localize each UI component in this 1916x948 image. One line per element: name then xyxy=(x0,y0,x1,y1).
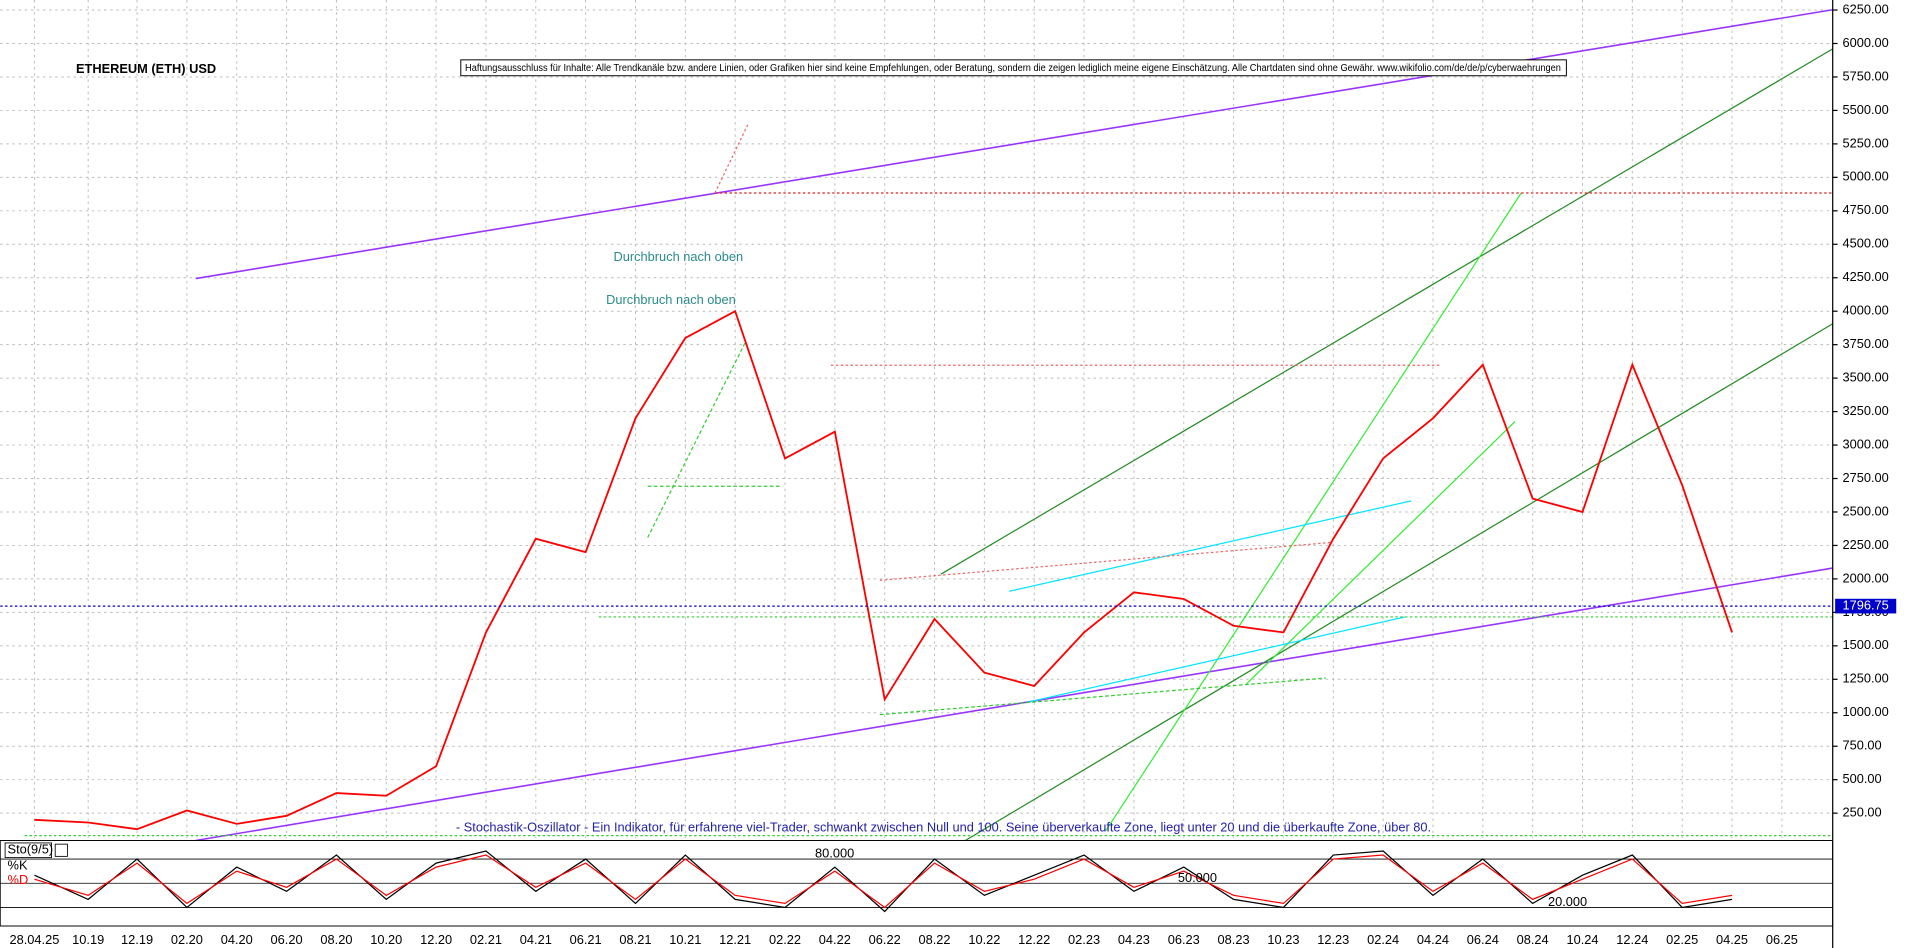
trend-line xyxy=(1245,421,1516,685)
x-tick-label: 04.23 xyxy=(1118,932,1150,947)
y-tick-label: 4250.00 xyxy=(1842,269,1888,284)
panel-title: Sto(9/5) xyxy=(8,842,54,857)
y-tick-label: 2500.00 xyxy=(1842,503,1888,518)
stochastic-panel: 50.0025.0080.00050.00020.000Sto(9/5)%K%D… xyxy=(0,840,1897,927)
y-tick-label: 3000.00 xyxy=(1842,436,1888,451)
x-tick-label: 02.24 xyxy=(1367,932,1399,947)
price-marks xyxy=(0,309,1833,831)
y-tick-label: 4750.00 xyxy=(1842,202,1888,217)
x-tick-label: 10.22 xyxy=(968,932,1000,947)
x-tick-label: 06.20 xyxy=(271,932,303,947)
x-tick-label: 12.19 xyxy=(121,932,153,947)
x-tick-label: 08.22 xyxy=(919,932,951,947)
y-tick-label: 6250.00 xyxy=(1842,1,1888,16)
series-line xyxy=(34,850,1733,913)
y-tick-label: 2000.00 xyxy=(1842,570,1888,585)
x-tick-label: 04.20 xyxy=(221,932,253,947)
x-tick-label: 04.21 xyxy=(520,932,552,947)
x-tick-label: 12.24 xyxy=(1616,932,1648,947)
y-tick-label: 5750.00 xyxy=(1842,68,1888,83)
add-button xyxy=(54,843,68,857)
x-tick-label: 02.22 xyxy=(769,932,801,947)
x-tick-label: 06.24 xyxy=(1467,932,1499,947)
x-tick-label: 12.22 xyxy=(1018,932,1050,947)
trend-line xyxy=(195,567,1833,842)
x-tick-label: 06.21 xyxy=(570,932,602,947)
y-tick-label: 250.00 xyxy=(1842,805,1881,820)
x-tick-label: 04.22 xyxy=(819,932,851,947)
annotation: Durchbruch nach oben xyxy=(606,292,736,307)
x-tick-label: 08.23 xyxy=(1218,932,1250,947)
y-tick-label: 6000.00 xyxy=(1842,35,1888,50)
annotation: Durchbruch nach oben xyxy=(613,249,743,264)
x-tick-label: 10.24 xyxy=(1566,932,1598,947)
x-tick-label: 02.20 xyxy=(171,932,203,947)
level-label: 20.000 xyxy=(1548,894,1587,909)
y-tick-label: 4000.00 xyxy=(1842,303,1888,318)
trend-line xyxy=(965,323,1834,842)
trend-line xyxy=(1009,500,1412,592)
x-tick-label: 04.24 xyxy=(1417,932,1449,947)
series-line xyxy=(34,309,1733,831)
x-tick-label: 12.21 xyxy=(719,932,751,947)
trend-line xyxy=(1026,616,1406,704)
y-tick-label: 5500.00 xyxy=(1842,102,1888,117)
trend-line xyxy=(1105,192,1522,832)
disclaimer: Haftungsausschluss für Inhalte: Alle Tre… xyxy=(465,63,1561,74)
disclaimer-box xyxy=(460,59,1567,77)
x-tick-label: 04.25 xyxy=(1716,932,1748,947)
y-tick-label: 1500.00 xyxy=(1842,637,1888,652)
y-tick-label: 750.00 xyxy=(1842,738,1881,753)
trend-line xyxy=(879,541,1332,581)
x-tick-label: 06.23 xyxy=(1168,932,1200,947)
indicator-note: - Stochastik-Oszillator - Ein Indikator,… xyxy=(456,820,1431,835)
y-tick-label: 1000.00 xyxy=(1842,704,1888,719)
series-line xyxy=(34,854,1733,909)
chart-title: ETHEREUM (ETH) USD xyxy=(76,61,216,76)
legend-entry: %D xyxy=(8,872,29,887)
y-tick-label: 3750.00 xyxy=(1842,336,1888,351)
x-tick-label: 10.23 xyxy=(1267,932,1299,947)
title-box xyxy=(4,842,52,859)
y-tick-label: 2250.00 xyxy=(1842,537,1888,552)
y-tick-label: 500.00 xyxy=(1842,771,1881,786)
x-tick-label: 10.19 xyxy=(72,932,104,947)
y-tick-label: 3250.00 xyxy=(1842,403,1888,418)
x-tick-label: 12.23 xyxy=(1317,932,1349,947)
y-tick-label: 3500.00 xyxy=(1842,370,1888,385)
y-tick-label: 1250.00 xyxy=(1842,671,1888,686)
x-tick-label: 02.21 xyxy=(470,932,502,947)
trend-lines xyxy=(24,8,1834,842)
x-tick-label: 02.23 xyxy=(1068,932,1100,947)
x-tick-label: 02.25 xyxy=(1666,932,1698,947)
legend-entry: %K xyxy=(8,858,28,873)
x-tick-label: 28.04.25 xyxy=(9,932,59,947)
y-tick-label: 2750.00 xyxy=(1842,470,1888,485)
last-price-label: 1796.75 xyxy=(1842,597,1888,612)
trend-line xyxy=(195,8,1833,280)
level-label: 50.000 xyxy=(1178,870,1217,885)
trend-line xyxy=(879,677,1326,716)
x-tick-label: 12.20 xyxy=(420,932,452,947)
x-tick-label: 10.20 xyxy=(370,932,402,947)
y-tick-label: 4500.00 xyxy=(1842,236,1888,251)
x-tick-label: 06.22 xyxy=(869,932,901,947)
y-tick-label: 5000.00 xyxy=(1842,169,1888,184)
x-tick-label: 10.21 xyxy=(669,932,701,947)
axis-panel xyxy=(1832,0,1916,948)
x-tick-label: 08.21 xyxy=(619,932,651,947)
x-tick-label: 06.25 xyxy=(1766,932,1798,947)
level-label: 80.000 xyxy=(815,846,854,861)
y-tick-label: 5250.00 xyxy=(1842,135,1888,150)
x-tick-label: 08.20 xyxy=(320,932,352,947)
trend-line xyxy=(940,48,1834,575)
x-tick-label: 08.24 xyxy=(1517,932,1549,947)
last-price-box xyxy=(1835,598,1897,614)
